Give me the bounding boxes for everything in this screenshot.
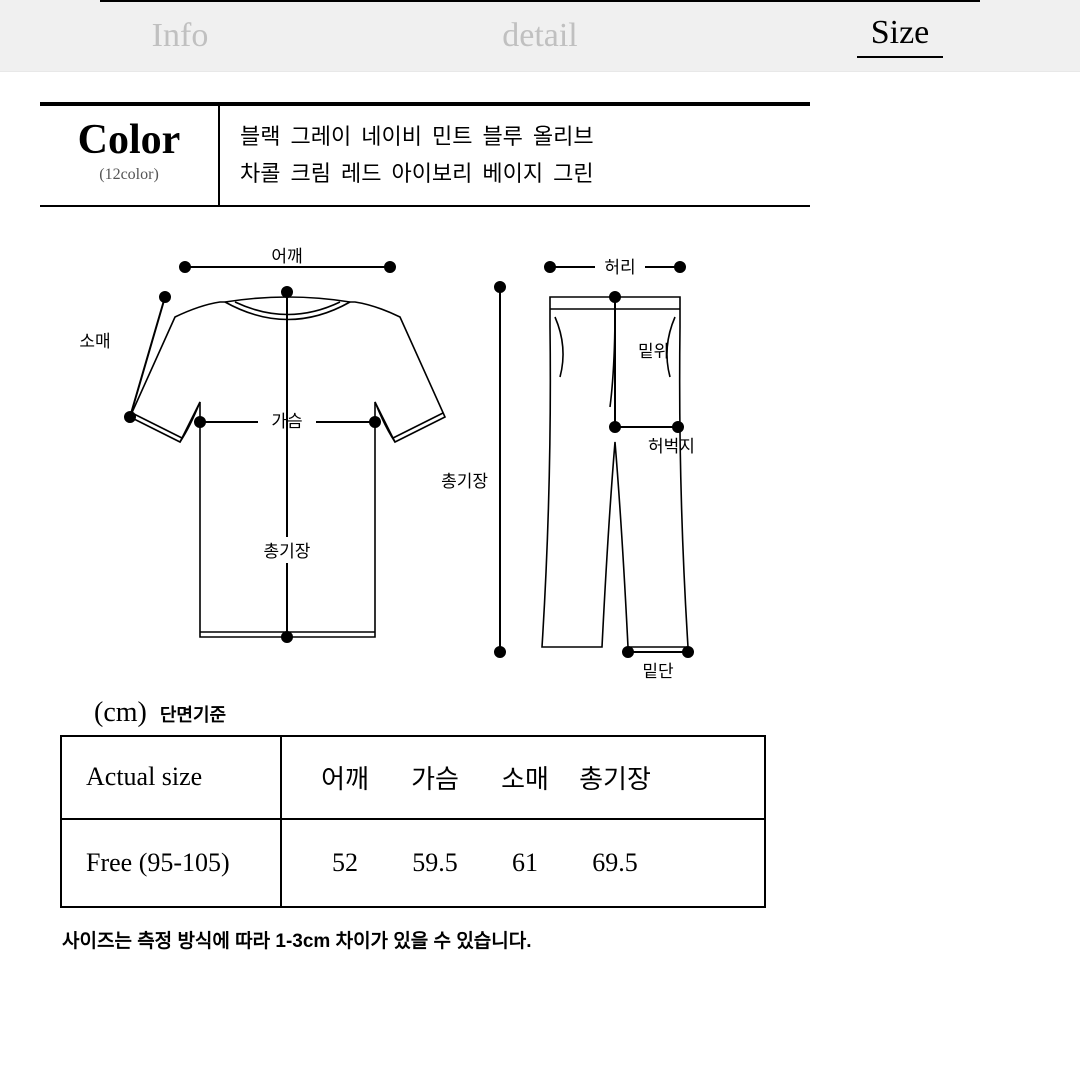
label-thigh: 허벅지 [648,437,695,456]
label-shirt-length: 총기장 [264,542,311,561]
unit-line: (cm) 단면기준 [94,697,1040,729]
color-subtitle: (12color) [40,166,218,184]
color-list: 블랙그레이네이비민트블루올리브차콜크림레드아이보리베이지그린 [220,106,810,205]
tab-info-label: Info [152,17,209,55]
color-heading: Color (12color) [40,106,220,205]
unit-label: (cm) [94,697,147,728]
table-header-left: Actual size [61,736,281,819]
size-footnote: 사이즈는 측정 방식에 따라 1-3cm 차이가 있을 수 있습니다. [62,926,1040,953]
tab-info[interactable]: Info [0,0,360,71]
tab-size[interactable]: Size [720,0,1080,71]
tab-bar: Info detail Size [0,0,1080,72]
label-rise: 밑위 [638,342,669,361]
color-block: Color (12color) 블랙그레이네이비민트블루올리브차콜크림레드아이보… [40,102,810,207]
label-pants-length: 총기장 [441,472,488,491]
table-header-columns: 어깨가슴소매총기장 [281,736,765,819]
label-waist: 허리 [604,258,635,277]
tab-detail-label: detail [502,17,578,55]
table-row-values: 5259.56169.5 [281,819,765,907]
label-hem: 밑단 [642,662,674,681]
table-row-label: Free (95-105) [61,819,281,907]
tab-size-label: Size [857,14,944,58]
size-diagram: 어깨 소매 가슴 총기장 [40,227,810,687]
diagram-svg: 어깨 소매 가슴 총기장 [40,227,810,687]
label-sleeve: 소매 [79,332,110,351]
unit-note: 단면기준 [160,705,226,725]
tab-detail[interactable]: detail [360,0,720,71]
size-table: Actual size 어깨가슴소매총기장 Free (95-105) 5259… [60,735,766,908]
color-title: Color [40,116,218,164]
label-shoulder: 어깨 [271,247,302,266]
